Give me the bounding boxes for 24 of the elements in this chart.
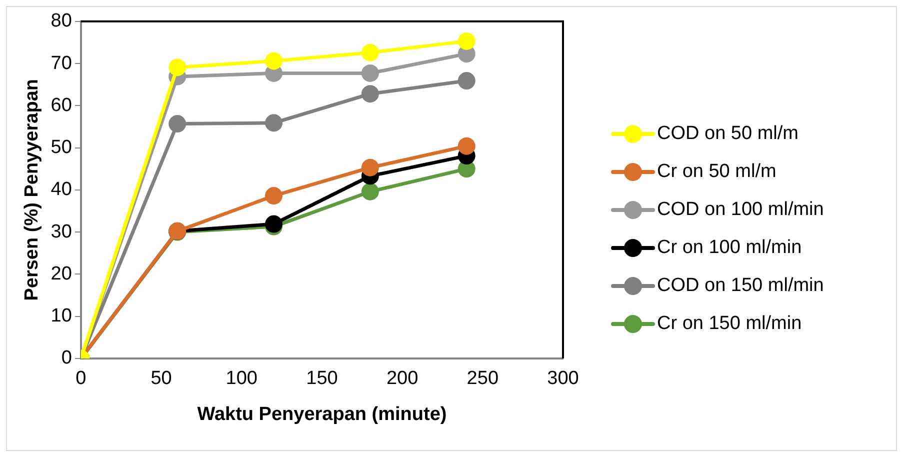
x-tick-label: 50 (150, 368, 172, 390)
legend-label: COD on 50 ml/m (657, 122, 798, 144)
y-tick-label: 10 (50, 306, 72, 327)
y-tick-label: 0 (61, 348, 72, 369)
x-tick-label: 200 (386, 368, 418, 390)
legend-label: COD on 100 ml/min (657, 198, 824, 220)
y-tick-label: 50 (50, 137, 72, 158)
legend-label: Cr on 150 ml/min (657, 312, 802, 334)
y-tick-label: 80 (50, 10, 72, 32)
y-tick-label: 20 (50, 263, 72, 284)
legend-label: Cr on 100 ml/min (657, 236, 802, 258)
x-tick-label: 100 (226, 368, 258, 390)
x-axis-title: Waktu Penyerapan (minute) (197, 404, 447, 425)
y-tick-label: 40 (50, 179, 72, 200)
legend-label: COD on 150 ml/min (657, 274, 824, 296)
legend-label: Cr on 50 ml/m (657, 160, 776, 182)
x-tick-label: 250 (466, 368, 499, 390)
x-tick-label: 150 (306, 368, 338, 390)
x-tick-label: 0 (76, 368, 86, 390)
y-axis-title: Persen (%) Penyyerapan (22, 79, 43, 301)
x-tick-label: 300 (547, 368, 579, 390)
y-tick-label: 70 (50, 52, 72, 74)
y-tick-label: 60 (50, 94, 72, 116)
y-tick-label: 30 (50, 221, 72, 242)
